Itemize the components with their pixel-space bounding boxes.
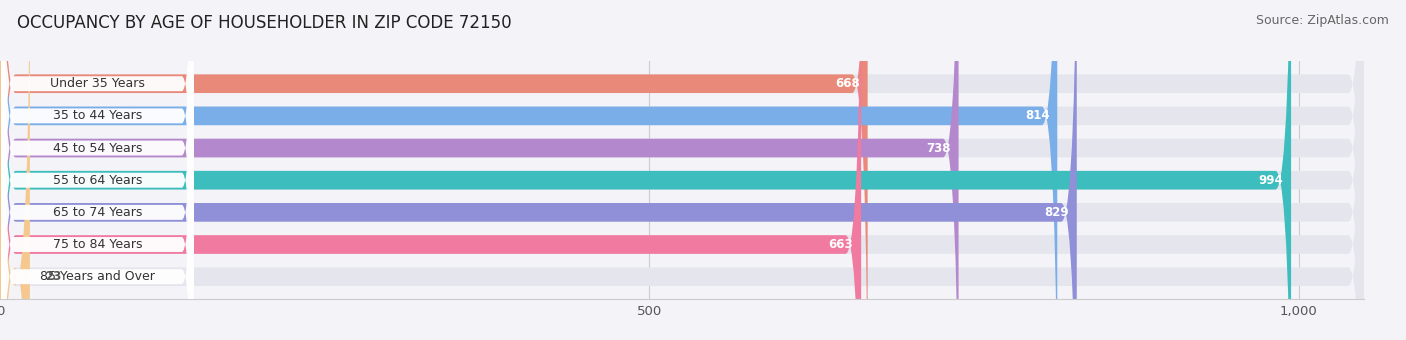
- FancyBboxPatch shape: [1, 0, 194, 340]
- Text: 55 to 64 Years: 55 to 64 Years: [53, 174, 142, 187]
- Text: Under 35 Years: Under 35 Years: [51, 77, 145, 90]
- FancyBboxPatch shape: [0, 0, 1364, 340]
- Text: 663: 663: [828, 238, 853, 251]
- FancyBboxPatch shape: [0, 0, 1364, 340]
- FancyBboxPatch shape: [0, 0, 1364, 340]
- FancyBboxPatch shape: [1, 0, 194, 340]
- Text: 829: 829: [1045, 206, 1069, 219]
- Text: 994: 994: [1258, 174, 1284, 187]
- Text: 45 to 54 Years: 45 to 54 Years: [53, 141, 142, 155]
- FancyBboxPatch shape: [1, 0, 194, 340]
- FancyBboxPatch shape: [0, 0, 1077, 340]
- Text: 65 to 74 Years: 65 to 74 Years: [53, 206, 142, 219]
- Text: Source: ZipAtlas.com: Source: ZipAtlas.com: [1256, 14, 1389, 27]
- Text: 668: 668: [835, 77, 860, 90]
- FancyBboxPatch shape: [0, 0, 1057, 340]
- Text: 35 to 44 Years: 35 to 44 Years: [53, 109, 142, 122]
- FancyBboxPatch shape: [0, 0, 860, 340]
- FancyBboxPatch shape: [0, 0, 1364, 340]
- FancyBboxPatch shape: [1, 0, 194, 340]
- Text: 23: 23: [45, 270, 62, 283]
- Text: 85 Years and Over: 85 Years and Over: [39, 270, 155, 283]
- Text: OCCUPANCY BY AGE OF HOUSEHOLDER IN ZIP CODE 72150: OCCUPANCY BY AGE OF HOUSEHOLDER IN ZIP C…: [17, 14, 512, 32]
- Text: 814: 814: [1025, 109, 1049, 122]
- FancyBboxPatch shape: [0, 0, 868, 340]
- Text: 738: 738: [927, 141, 950, 155]
- FancyBboxPatch shape: [0, 0, 959, 340]
- FancyBboxPatch shape: [0, 0, 1364, 340]
- FancyBboxPatch shape: [0, 0, 1364, 340]
- FancyBboxPatch shape: [0, 0, 1364, 340]
- FancyBboxPatch shape: [1, 0, 194, 340]
- Text: 75 to 84 Years: 75 to 84 Years: [52, 238, 142, 251]
- FancyBboxPatch shape: [0, 0, 1291, 340]
- FancyBboxPatch shape: [1, 0, 194, 340]
- FancyBboxPatch shape: [1, 0, 194, 340]
- FancyBboxPatch shape: [0, 0, 30, 340]
